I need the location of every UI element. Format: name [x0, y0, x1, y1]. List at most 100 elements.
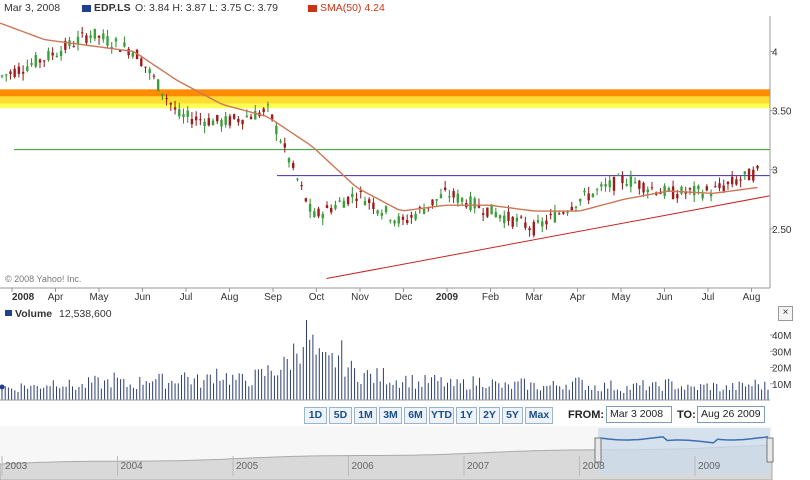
price-candle-body	[380, 213, 384, 216]
price-candle-body	[697, 185, 700, 190]
range-5y-button[interactable]: 5Y	[502, 407, 523, 424]
price-candle-body	[389, 220, 392, 222]
price-candle-body	[93, 28, 97, 39]
navigator-selection[interactable]	[598, 428, 770, 474]
price-candle-body	[418, 207, 422, 209]
volume-marker	[0, 384, 5, 390]
resistance-band	[0, 103, 770, 109]
price-candle-body	[515, 217, 519, 222]
price-candle-body	[308, 203, 312, 212]
range-1d-button[interactable]: 1D	[304, 407, 327, 424]
range-2y-button[interactable]: 2Y	[479, 407, 500, 424]
sma-swatch	[308, 4, 317, 12]
price-candle-body	[443, 187, 447, 190]
price-candle-body	[148, 69, 151, 74]
price-candle-body	[456, 193, 460, 203]
price-candle-body	[633, 182, 637, 184]
price-candle-body	[334, 204, 337, 209]
timeline-navigator[interactable]: 2003 2004 2005 2006 2007 2008 2009	[0, 426, 810, 480]
price-candle-body	[190, 118, 194, 125]
x-tick-label: Apr	[570, 292, 586, 303]
symbol-label: EDP.LS	[94, 2, 131, 14]
price-candle-body	[123, 42, 126, 47]
x-tick-label: Sep	[264, 292, 282, 303]
price-candle-body	[709, 194, 713, 197]
price-candle-body	[714, 186, 717, 188]
price-candle-body	[507, 211, 510, 221]
price-candle-body	[17, 66, 21, 74]
price-candle-body	[553, 211, 557, 223]
volume-tick-label: 30M	[772, 347, 791, 358]
price-candle-body	[549, 213, 552, 216]
close-volume-button[interactable]: ×	[778, 306, 793, 321]
price-candle-body	[144, 66, 147, 68]
price-candle-body	[460, 197, 464, 202]
price-candle-body	[330, 207, 333, 213]
price-candle-body	[579, 198, 582, 202]
to-date-input[interactable]: Aug 26 2009	[697, 406, 765, 423]
price-candle-body	[431, 199, 434, 206]
price-candle-body	[680, 186, 683, 194]
range-max-button[interactable]: Max	[525, 407, 553, 424]
y-tick-label: 4	[772, 47, 778, 58]
price-candle-body	[173, 107, 177, 110]
price-candle-body	[625, 184, 628, 186]
volume-swatch	[5, 310, 12, 316]
price-candle-body	[376, 210, 379, 214]
navigator-year-label: 2004	[121, 461, 144, 472]
price-candle-body	[186, 110, 189, 117]
price-candle-body	[629, 176, 633, 187]
price-candle-body	[730, 176, 734, 185]
price-candle-body	[595, 189, 599, 191]
range-1m-button[interactable]: 1M	[354, 407, 377, 424]
x-tick-label: Feb	[482, 292, 500, 303]
price-candle-body	[583, 190, 586, 193]
price-candle-body	[756, 165, 759, 169]
price-candle-body	[262, 108, 265, 113]
navigator-right-handle[interactable]	[766, 437, 774, 463]
x-tick-label: Jul	[702, 292, 715, 303]
price-candle-body	[692, 185, 696, 196]
volume-tick-label: 10M	[772, 380, 791, 391]
price-candle-body	[519, 216, 523, 218]
navigator-selected-line	[599, 436, 769, 444]
price-candle-body	[5, 74, 8, 76]
range-1y-button[interactable]: 1Y	[456, 407, 477, 424]
price-candle-body	[9, 71, 12, 74]
ohlc-values: O: 3.84 H: 3.87 L: 3.75 C: 3.79	[135, 2, 279, 14]
price-chart[interactable]: 4 3.50 3 2.50 2008 Apr May Jun Jul Aug Sep Oct Nov D…	[0, 0, 810, 305]
price-candle-body	[80, 32, 84, 34]
range-ytd-button[interactable]: YTD	[429, 407, 454, 424]
price-candle-body	[165, 98, 168, 100]
range-5d-button[interactable]: 5D	[329, 407, 352, 424]
sma50-line	[0, 22, 758, 212]
price-candle-body	[169, 103, 173, 105]
price-candle-body	[304, 198, 308, 202]
navigator-left-handle[interactable]	[594, 437, 602, 463]
price-candle-body	[384, 206, 388, 212]
price-candle-body	[220, 119, 223, 127]
volume-chart: 40M 30M 20M 10M	[0, 320, 791, 401]
price-candle-body	[156, 79, 160, 91]
price-candle-body	[663, 185, 666, 196]
resistance-band	[0, 96, 770, 104]
price-candle-body	[726, 181, 730, 185]
price-candle-body	[106, 36, 109, 46]
price-candle-body	[266, 104, 270, 106]
price-candle-body	[650, 187, 654, 189]
price-candle-body	[72, 46, 75, 48]
navigator-year-label: 2007	[467, 461, 490, 472]
price-candle-body	[557, 213, 561, 215]
price-candle-body	[545, 220, 548, 225]
range-6m-button[interactable]: 6M	[404, 407, 427, 424]
price-candle-body	[570, 206, 573, 211]
price-candle-body	[338, 200, 341, 202]
from-date-input[interactable]: Mar 3 2008	[606, 406, 672, 423]
range-3m-button[interactable]: 3M	[379, 407, 402, 424]
price-candle-body	[355, 198, 358, 201]
price-candle-body	[313, 211, 316, 218]
price-candle-body	[275, 125, 278, 135]
price-candle-body	[55, 55, 59, 58]
price-candle-body	[541, 221, 544, 227]
y-tick-label: 3	[772, 166, 778, 177]
